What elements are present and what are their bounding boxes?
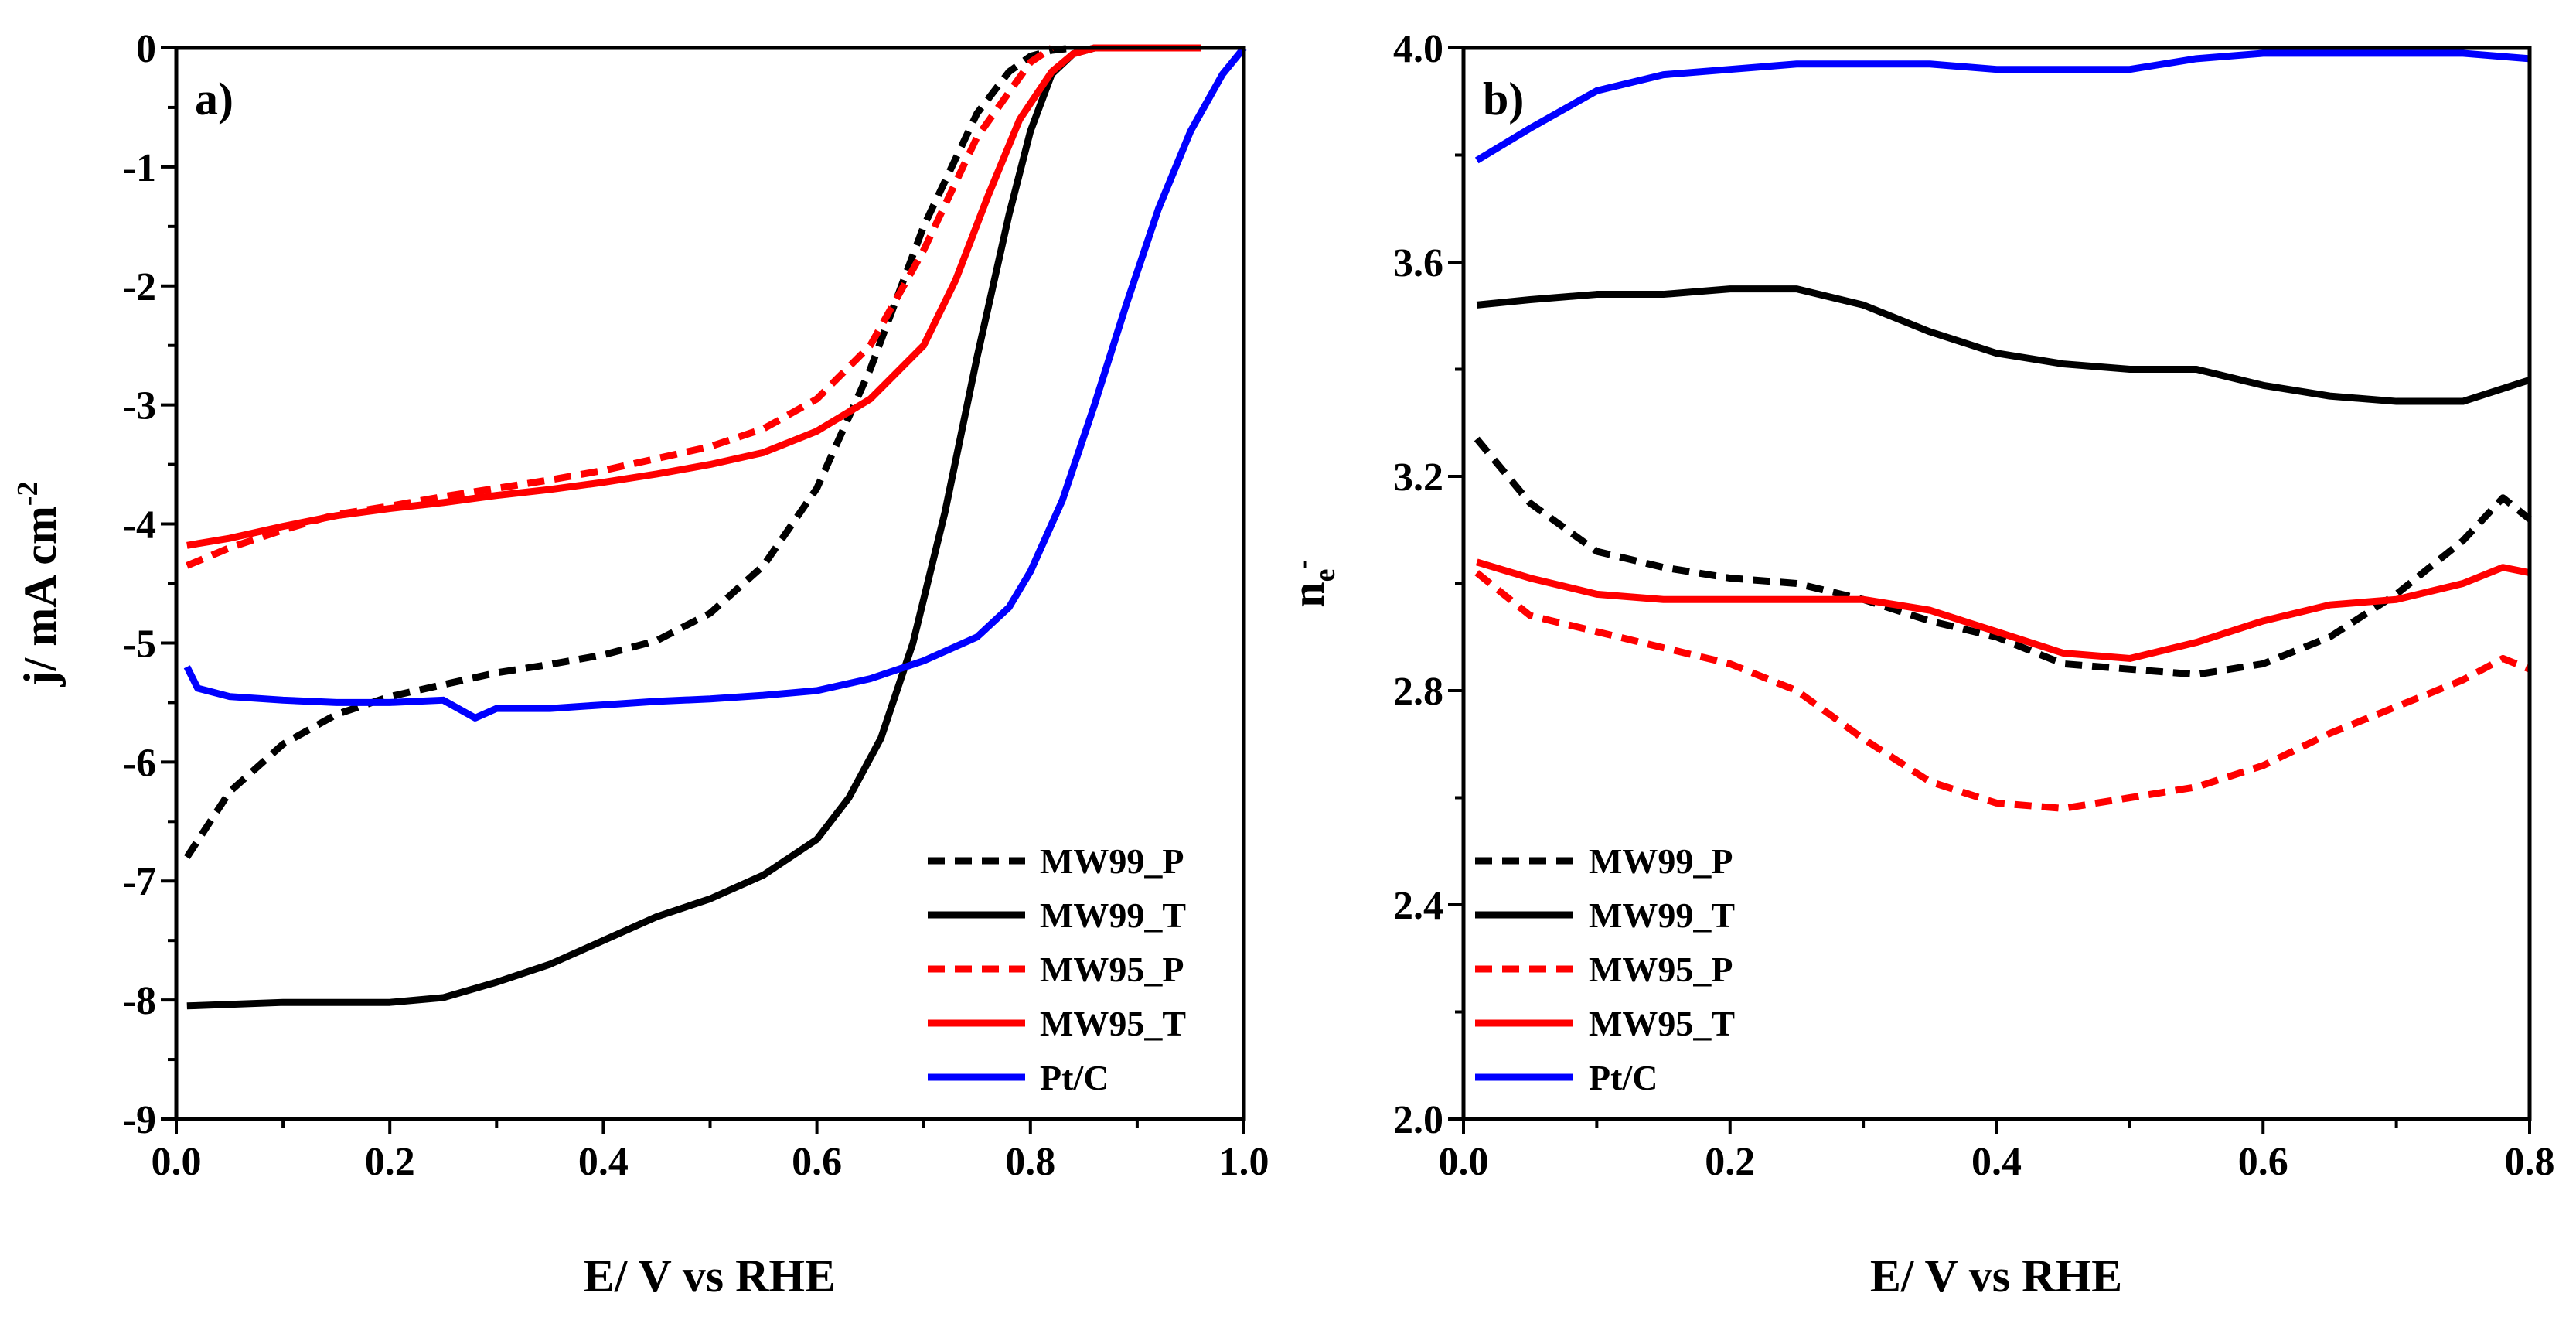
panel-a-x-tick-labels: 0.0 0.2 0.4 0.6 0.8 1.0: [152, 1140, 1269, 1184]
panel-a-x-tick-label: 0.4: [578, 1140, 629, 1184]
panel-b-series-mw99-t: [1476, 285, 2531, 405]
panel-b-y-axis-label-sub: e: [1309, 569, 1341, 582]
panel-b-y-axis-label: ne-: [1283, 560, 1341, 608]
panel-b-legend-label: Pt/C: [1589, 1058, 1658, 1097]
panel-a-legend-label: MW95_P: [1040, 950, 1184, 989]
panel-b-y-tick-label: 2.8: [1393, 670, 1443, 714]
panel-b-y-axis-label-subsup: -: [1289, 560, 1317, 568]
panel-b-x-tick-label: 0.6: [2238, 1140, 2288, 1184]
panel-b-x-axis-label: E/ V vs RHE: [1870, 1250, 2122, 1302]
panel-a-y-tick-labels: 0 -1 -2 -3 -4 -5 -6 -7 -8 -9: [123, 27, 156, 1142]
panel-b-label: b): [1483, 73, 1524, 125]
panel-b-x-tick-label: 0.2: [1705, 1140, 1755, 1184]
panel-b-y-axis-label-main: n: [1283, 582, 1334, 607]
panel-a-x-tick-label: 1.0: [1219, 1140, 1269, 1184]
panel-a-x-tick-label: 0.6: [792, 1140, 842, 1184]
panel-a-y-tick-label: -1: [123, 146, 156, 190]
panel-a-y-tick-label: 0: [136, 27, 156, 71]
panel-b-series-mw95-t: [1475, 558, 2530, 662]
panel-a-y-tick-label: -4: [123, 503, 156, 548]
panel-b-y-tick-label: 4.0: [1393, 27, 1443, 71]
panel-a-series-mw95-p: [186, 45, 1054, 569]
panel-a-y-tick-label: -7: [123, 860, 156, 904]
panel-a-ticks: [161, 46, 1245, 1134]
panel-b-y-tick-label: 2.4: [1393, 884, 1443, 928]
panel-a-series: [183, 44, 1247, 1010]
panel-a-y-axis-label: j/ mA cm-2: [12, 482, 66, 688]
panel-a-series-mw99-p: [184, 44, 1074, 859]
panel-a-legend-label: MW99_P: [1040, 841, 1184, 881]
panel-b-legend-label: MW99_T: [1589, 896, 1735, 935]
panel-a-legend-label: Pt/C: [1040, 1058, 1109, 1097]
panel-a-y-tick-label: -5: [123, 622, 156, 666]
panel-b-y-tick-label: 2.0: [1393, 1098, 1443, 1142]
panel-b-legend-label: MW99_P: [1589, 841, 1733, 881]
panel-b-series-mw95-p: [1474, 570, 2531, 812]
panel-b-legend-label: MW95_T: [1589, 1004, 1735, 1043]
panel-a-y-tick-label: -8: [123, 979, 156, 1023]
panel-a-series-mw95-t: [186, 44, 1201, 549]
panel-b-legend: MW99_P MW99_T MW95_P MW95_T Pt/C: [1475, 841, 1735, 1097]
panel-b-x-tick-label: 0.8: [2505, 1140, 2555, 1184]
panel-a-series-pt-c: [183, 46, 1247, 722]
panel-a-y-tick-label: -9: [123, 1098, 156, 1142]
panel-b-legend-label: MW95_P: [1589, 950, 1733, 989]
panel-a-label: a): [195, 73, 233, 125]
panel-a-y-tick-label: -3: [123, 384, 156, 428]
panel-b-ticks: [1448, 46, 2531, 1134]
panel-b-x-tick-label: 0.0: [1439, 1140, 1489, 1184]
panel-b-y-tick-label: 3.6: [1393, 241, 1443, 285]
panel-b-x-tick-labels: 0.0 0.2 0.4 0.6 0.8: [1439, 1140, 2555, 1184]
panel-b-series-mw99-p: [1474, 436, 2532, 678]
panel-a-legend-label: MW95_T: [1040, 1004, 1186, 1043]
panel-a-legend: MW99_P MW99_T MW95_P MW95_T Pt/C: [928, 841, 1186, 1097]
panel-b-y-tick-labels: 2.0 2.4 2.8 3.2 3.6 4.0: [1393, 27, 1443, 1142]
panel-a-x-tick-label: 0.0: [152, 1140, 202, 1184]
panel-a-legend-label: MW99_T: [1040, 896, 1186, 935]
panel-a-y-tick-label: -6: [123, 741, 156, 785]
panel-a-x-tick-label: 0.8: [1005, 1140, 1055, 1184]
panel-a-y-axis-label-main: j/ mA cm: [15, 506, 66, 687]
panel-b: 0.0 0.2 0.4 0.6 0.8 2.0 2.4 2.8 3.2 3.6 …: [1283, 27, 2555, 1302]
panel-a: 0.0 0.2 0.4 0.6 0.8 1.0 0 -1 -2 -3 -4 -5…: [12, 27, 1269, 1302]
panel-a-x-axis-label: E/ V vs RHE: [584, 1250, 836, 1302]
panel-b-x-tick-label: 0.4: [1971, 1140, 2022, 1184]
panel-a-y-tick-label: -2: [123, 265, 156, 309]
panel-b-series-pt-c: [1474, 49, 2530, 164]
panel-a-x-tick-label: 0.2: [365, 1140, 415, 1184]
panel-a-y-axis-label-sup: -2: [12, 482, 44, 507]
panel-b-series: [1474, 49, 2532, 812]
panel-b-y-tick-label: 3.2: [1393, 455, 1443, 500]
